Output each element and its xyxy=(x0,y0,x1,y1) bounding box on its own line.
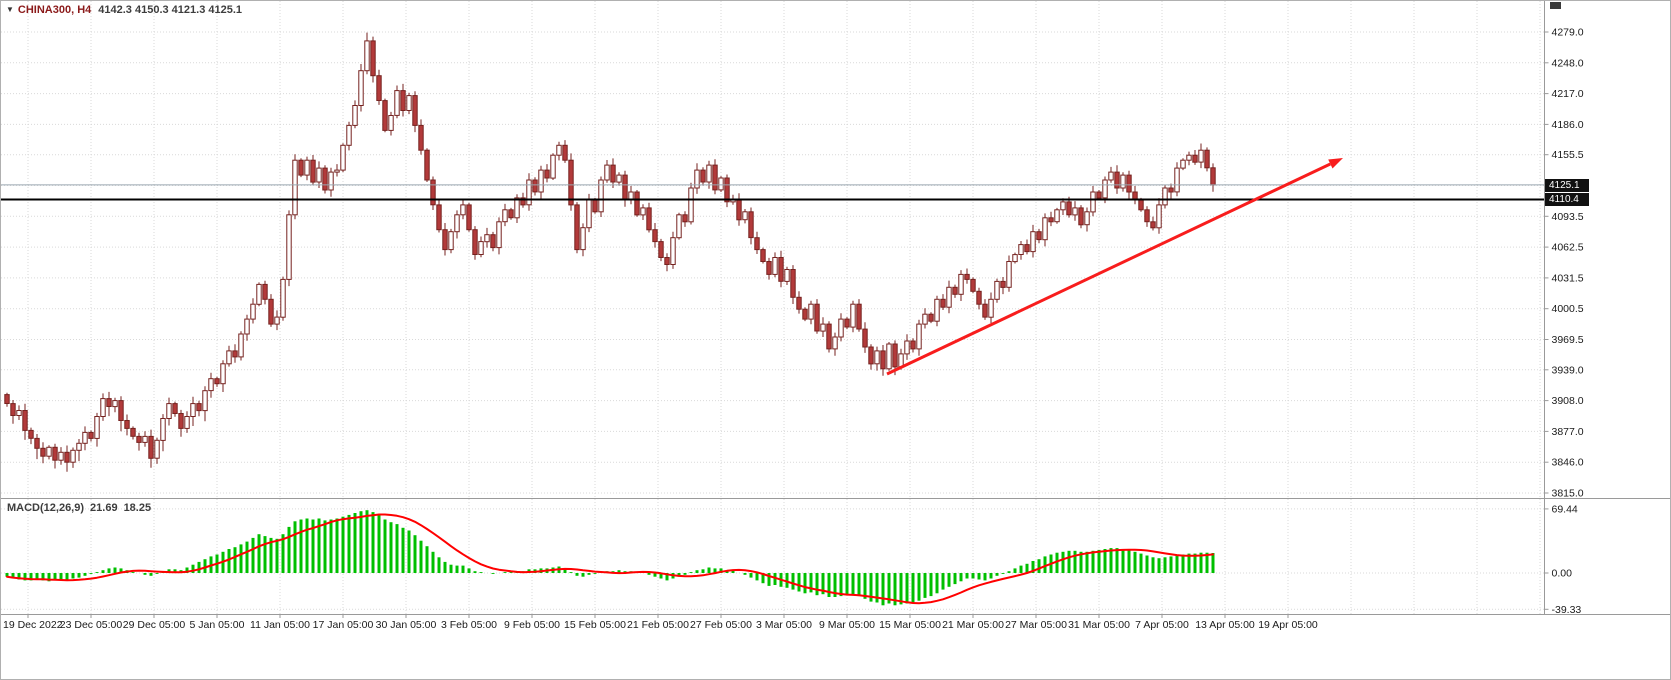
current-price-tag: 4125.1 xyxy=(1545,179,1589,192)
price-axis-label: 3846.0 xyxy=(1552,457,1584,469)
time-axis-label: 29 Dec 05:00 xyxy=(123,619,186,631)
time-axis-label: 19 Apr 05:00 xyxy=(1258,619,1318,631)
time-axis-label: 23 Dec 05:00 xyxy=(60,619,123,631)
time-axis-label: 9 Feb 05:00 xyxy=(504,619,560,631)
price-axis-label: 4093.5 xyxy=(1552,211,1584,223)
time-axis-label: 17 Jan 05:00 xyxy=(313,619,374,631)
trend-arrow-head[interactable] xyxy=(1328,158,1343,169)
macd-axis-label: 0.00 xyxy=(1552,568,1573,580)
price-axis-label: 3969.5 xyxy=(1552,334,1584,346)
time-axis-label: 15 Feb 05:00 xyxy=(564,619,626,631)
time-axis-label: 21 Mar 05:00 xyxy=(942,619,1004,631)
time-axis-label: 27 Mar 05:00 xyxy=(1005,619,1067,631)
ohlc-values: 4142.3 4150.3 4121.3 4125.1 xyxy=(98,4,243,16)
symbol-info: ▼ CHINA300, H4 4142.3 4150.3 4121.3 4125.1 xyxy=(6,4,242,16)
price-axis-label: 4217.0 xyxy=(1552,88,1584,100)
price-axis-label: 4155.5 xyxy=(1552,149,1584,161)
hline-price-tag[interactable]: 4110.4 xyxy=(1545,193,1589,206)
macd-layer xyxy=(5,510,1215,606)
macd-signal-value: 18.25 xyxy=(123,502,152,514)
macd-axis-label: -39.33 xyxy=(1552,604,1582,616)
symbol-timeframe-label: CHINA300, H4 xyxy=(17,4,92,16)
drawing-objects-layer[interactable] xyxy=(1,158,1544,376)
grid-layer xyxy=(1,1,1544,614)
axis-corner-marker xyxy=(1550,2,1561,9)
time-axis-label: 7 Apr 05:00 xyxy=(1135,619,1189,631)
time-axis-label: 11 Jan 05:00 xyxy=(250,619,310,631)
time-axis-label: 3 Mar 05:00 xyxy=(756,619,812,631)
time-axis-label: 9 Mar 05:00 xyxy=(819,619,875,631)
time-axis-label: 31 Mar 05:00 xyxy=(1068,619,1130,631)
time-axis-label: 15 Mar 05:00 xyxy=(879,619,941,631)
price-axis-label: 4062.5 xyxy=(1552,242,1584,254)
time-axis-label: 19 Dec 2022 xyxy=(3,619,63,631)
macd-signal-line xyxy=(6,513,1214,605)
price-axis-label: 3939.0 xyxy=(1552,364,1584,376)
price-axis-label: 4248.0 xyxy=(1552,57,1584,69)
time-axis-label: 3 Feb 05:00 xyxy=(441,619,497,631)
macd-name: MACD(12,26,9) xyxy=(7,502,85,514)
macd-main-value: 21.69 xyxy=(90,502,118,514)
price-axis-label: 3877.0 xyxy=(1552,426,1584,438)
price-axis-label: 4000.5 xyxy=(1552,303,1584,315)
candles-layer xyxy=(4,32,1216,472)
macd-axis-label: 69.44 xyxy=(1552,503,1578,515)
price-axis-label: 3815.0 xyxy=(1552,488,1584,500)
time-axis-label: 21 Feb 05:00 xyxy=(627,619,689,631)
time-axis-label: 30 Jan 05:00 xyxy=(376,619,437,631)
time-axis-label: 5 Jan 05:00 xyxy=(190,619,245,631)
price-axis-label: 3908.0 xyxy=(1552,395,1584,407)
price-axis-label: 4279.0 xyxy=(1552,27,1584,39)
time-axis-label: 27 Feb 05:00 xyxy=(690,619,752,631)
axes-layer: 4279.0 4248.0 4217.0 4186.0 4155.5 4093.5 4062… xyxy=(1,1,1670,631)
price-axis-label: 4031.5 xyxy=(1552,272,1584,284)
time-axis-label: 13 Apr 05:00 xyxy=(1195,619,1255,631)
price-axis-label: 4186.0 xyxy=(1552,119,1584,131)
trend-arrow-line[interactable] xyxy=(886,162,1331,376)
macd-indicator-label: MACD(12,26,9) 21.69 18.25 xyxy=(7,502,157,514)
symbol-dropdown-icon[interactable]: ▼ xyxy=(6,5,14,14)
